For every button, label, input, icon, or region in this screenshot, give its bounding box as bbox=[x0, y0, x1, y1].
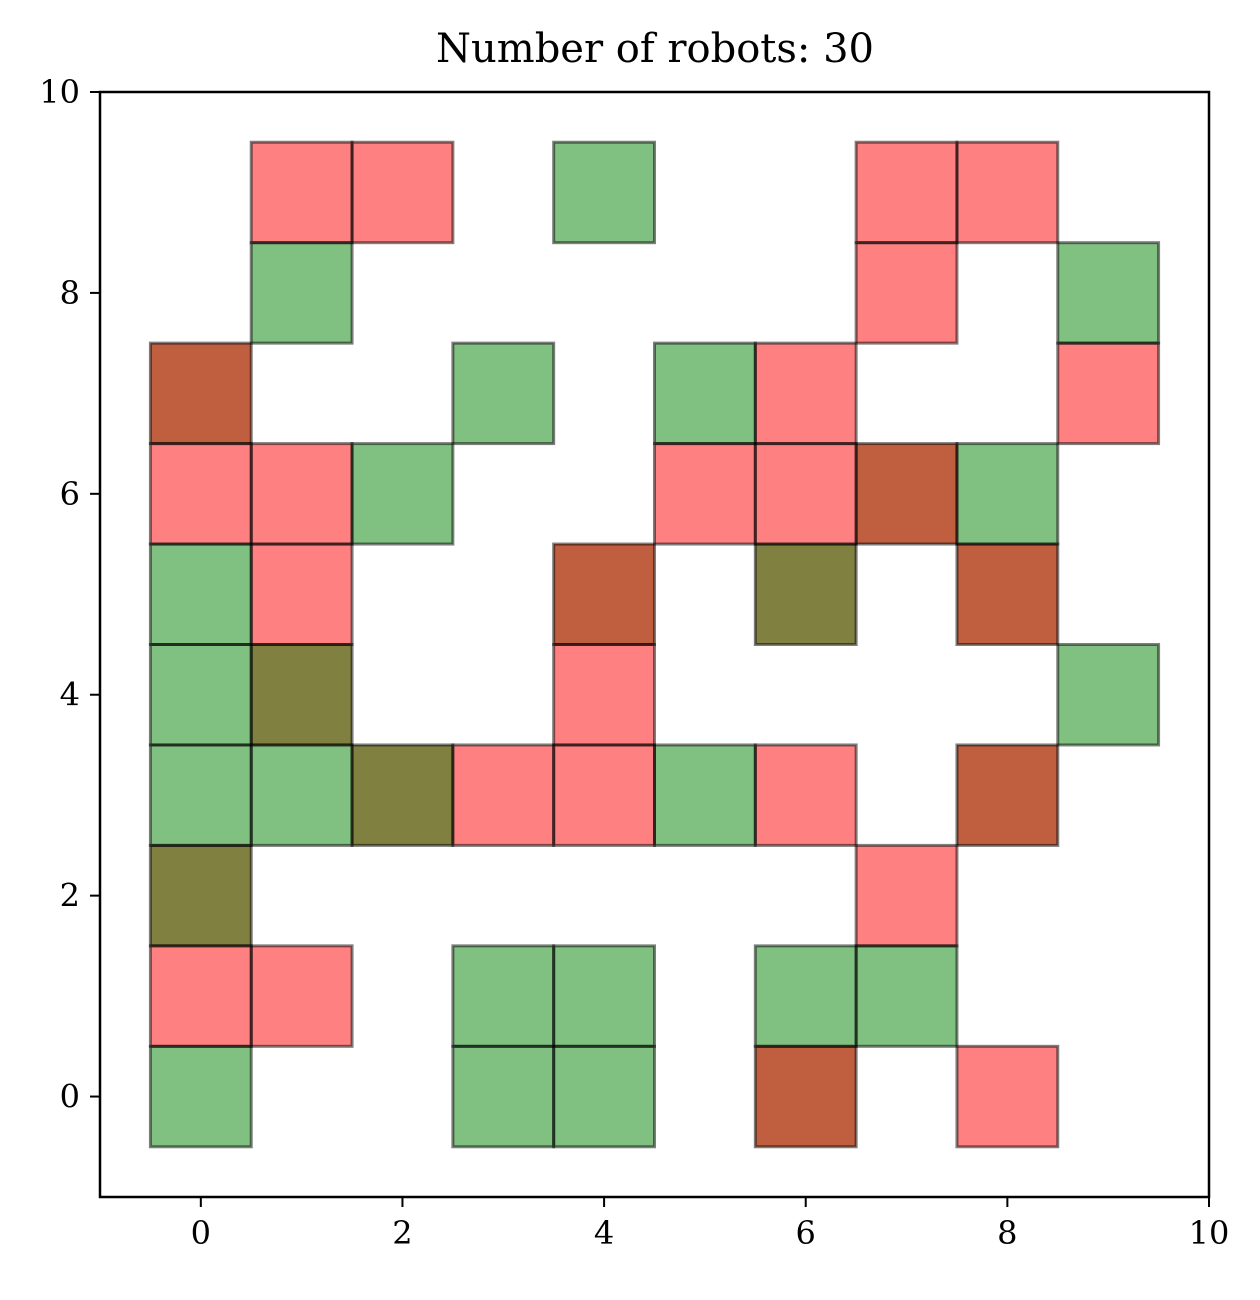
cell-1-1 bbox=[251, 945, 353, 1047]
cell-4-5 bbox=[553, 544, 655, 645]
cell-1-5 bbox=[251, 544, 353, 645]
y-axis: 0 2 4 6 8 10 bbox=[39, 73, 100, 1116]
y-tick-label-10: 10 bbox=[39, 73, 80, 111]
x-tick-label-2: 2 bbox=[392, 1214, 412, 1252]
cell-6-5 bbox=[755, 544, 857, 645]
cell-7-9 bbox=[856, 142, 957, 243]
cell-0-0 bbox=[150, 1046, 252, 1147]
cell-8-5 bbox=[956, 544, 1058, 645]
cell-6-0 bbox=[755, 1046, 857, 1147]
cell-0-3 bbox=[150, 744, 252, 846]
x-tick-label-6: 6 bbox=[796, 1214, 816, 1252]
cell-7-6 bbox=[856, 443, 957, 545]
cell-6-1 bbox=[755, 945, 857, 1047]
cell-8-6 bbox=[956, 443, 1058, 545]
x-tick-label-4: 4 bbox=[594, 1214, 614, 1252]
cell-1-8 bbox=[251, 242, 353, 344]
cell-1-3 bbox=[251, 744, 353, 846]
plot-frame bbox=[98, 90, 1211, 1199]
cell-0-7 bbox=[150, 343, 252, 444]
cell-0-4 bbox=[150, 644, 252, 745]
cell-3-0 bbox=[452, 1046, 554, 1147]
y-tick-label-6: 6 bbox=[60, 475, 80, 513]
cell-1-6 bbox=[251, 443, 353, 545]
y-tick-label-4: 4 bbox=[60, 676, 80, 714]
cell-edge-1-1 bbox=[249, 944, 354, 1048]
cell-5-6 bbox=[654, 443, 756, 545]
cell-3-1 bbox=[452, 945, 554, 1047]
cell-6-6 bbox=[755, 443, 857, 545]
cell-0-6 bbox=[150, 443, 252, 545]
cell-edge-2-6 bbox=[350, 442, 455, 546]
cell-9-7 bbox=[1057, 343, 1159, 444]
chart-title: Number of robots: 30 bbox=[436, 26, 874, 72]
cell-edge-9-4 bbox=[1056, 643, 1161, 747]
x-tick-label-10: 10 bbox=[1189, 1214, 1230, 1252]
cell-5-3 bbox=[654, 744, 756, 846]
cell-1-9 bbox=[251, 142, 353, 243]
cell-2-6 bbox=[352, 443, 453, 545]
cell-edge-9-7 bbox=[1056, 341, 1161, 446]
cell-1-4 bbox=[251, 644, 353, 745]
cell-4-0 bbox=[553, 1046, 655, 1147]
cell-4-9 bbox=[553, 142, 655, 243]
cell-edge-6-3 bbox=[753, 743, 858, 847]
cell-2-9 bbox=[352, 142, 453, 243]
cell-7-2 bbox=[856, 845, 957, 946]
cell-edge-8-0 bbox=[955, 1044, 1060, 1149]
cell-0-2 bbox=[150, 845, 252, 946]
cell-edge-8-5 bbox=[955, 542, 1060, 647]
y-tick-label-2: 2 bbox=[60, 877, 80, 915]
cell-edge-7-1 bbox=[854, 944, 959, 1048]
cell-9-8 bbox=[1057, 242, 1159, 344]
cell-6-3 bbox=[755, 744, 857, 846]
cell-edge-2-9 bbox=[350, 140, 455, 245]
x-tick-label-0: 0 bbox=[191, 1214, 211, 1252]
cell-edge-4-0 bbox=[552, 1044, 657, 1149]
x-tick-label-8: 8 bbox=[997, 1214, 1017, 1252]
cell-4-3 bbox=[553, 744, 655, 846]
cell-0-1 bbox=[150, 945, 252, 1047]
cell-7-1 bbox=[856, 945, 957, 1047]
cell-edge-1-8 bbox=[249, 241, 354, 345]
cell-7-8 bbox=[856, 242, 957, 344]
cell-edge-8-9 bbox=[955, 140, 1060, 245]
cell-0-5 bbox=[150, 544, 252, 645]
cell-edge-7-8 bbox=[854, 241, 959, 345]
cell-3-3 bbox=[452, 744, 554, 846]
x-axis: 0 2 4 6 8 10 bbox=[191, 1197, 1230, 1252]
cell-8-9 bbox=[956, 142, 1058, 243]
cell-9-4 bbox=[1057, 644, 1159, 745]
cell-edge-6-5 bbox=[753, 542, 858, 647]
cell-edge-3-7 bbox=[451, 341, 556, 446]
cells-layer bbox=[150, 142, 1159, 1147]
cell-edge-4-9 bbox=[552, 140, 657, 245]
cell-4-4 bbox=[553, 644, 655, 745]
cell-edge-8-3 bbox=[955, 743, 1060, 847]
cell-8-3 bbox=[956, 744, 1058, 846]
cell-2-3 bbox=[352, 744, 453, 846]
cell-edge-0-0 bbox=[148, 1044, 253, 1149]
cell-3-7 bbox=[452, 343, 554, 444]
cell-6-7 bbox=[755, 343, 857, 444]
cell-5-7 bbox=[654, 343, 756, 444]
cell-8-0 bbox=[956, 1046, 1058, 1147]
cell-edge-6-0 bbox=[753, 1044, 858, 1149]
cell-4-1 bbox=[553, 945, 655, 1047]
cell-edges-layer bbox=[148, 140, 1161, 1149]
y-tick-label-0: 0 bbox=[60, 1078, 80, 1116]
y-tick-label-8: 8 bbox=[60, 274, 80, 312]
